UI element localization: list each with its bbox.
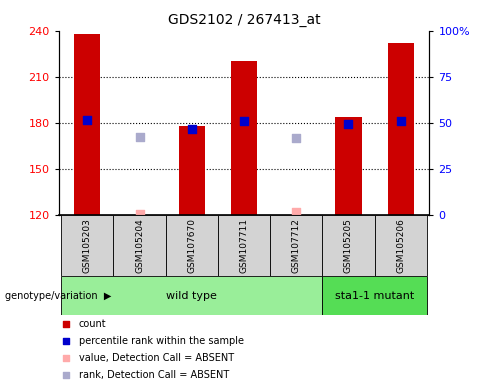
Text: wild type: wild type [166, 291, 217, 301]
Point [62, 372, 70, 379]
Text: GSM107711: GSM107711 [240, 218, 248, 273]
Bar [61, 276, 323, 315]
Text: GSM107712: GSM107712 [292, 218, 301, 273]
Bar [61, 215, 113, 276]
Point [292, 209, 300, 215]
Text: percentile rank within the sample: percentile rank within the sample [79, 336, 244, 346]
Bar [270, 215, 323, 276]
Text: GSM105203: GSM105203 [83, 218, 92, 273]
Title: GDS2102 / 267413_at: GDS2102 / 267413_at [168, 13, 320, 27]
Text: GSM107670: GSM107670 [187, 218, 196, 273]
Point [62, 338, 70, 344]
Text: GSM105205: GSM105205 [344, 218, 353, 273]
Text: sta1-1 mutant: sta1-1 mutant [335, 291, 414, 301]
Bar [218, 215, 270, 276]
Text: GSM105206: GSM105206 [396, 218, 405, 273]
Bar [335, 117, 362, 215]
Text: value, Detection Call = ABSENT: value, Detection Call = ABSENT [79, 353, 234, 363]
Point [62, 355, 70, 361]
Point [292, 135, 300, 141]
Point [240, 118, 248, 124]
Point [136, 210, 143, 217]
Point [83, 117, 91, 123]
Point [345, 121, 352, 127]
Point [397, 118, 405, 124]
Bar [231, 61, 257, 215]
Text: genotype/variation  ▶: genotype/variation ▶ [5, 291, 111, 301]
Bar [323, 276, 427, 315]
Point [136, 134, 143, 140]
Bar [387, 43, 414, 215]
Bar [323, 215, 375, 276]
Point [188, 126, 196, 132]
Text: rank, Detection Call = ABSENT: rank, Detection Call = ABSENT [79, 370, 229, 381]
Text: count: count [79, 318, 106, 329]
Bar [165, 215, 218, 276]
Bar [179, 126, 205, 215]
Point [62, 320, 70, 326]
Bar [375, 215, 427, 276]
Text: GSM105204: GSM105204 [135, 218, 144, 273]
Bar [113, 215, 165, 276]
Bar [74, 34, 101, 215]
